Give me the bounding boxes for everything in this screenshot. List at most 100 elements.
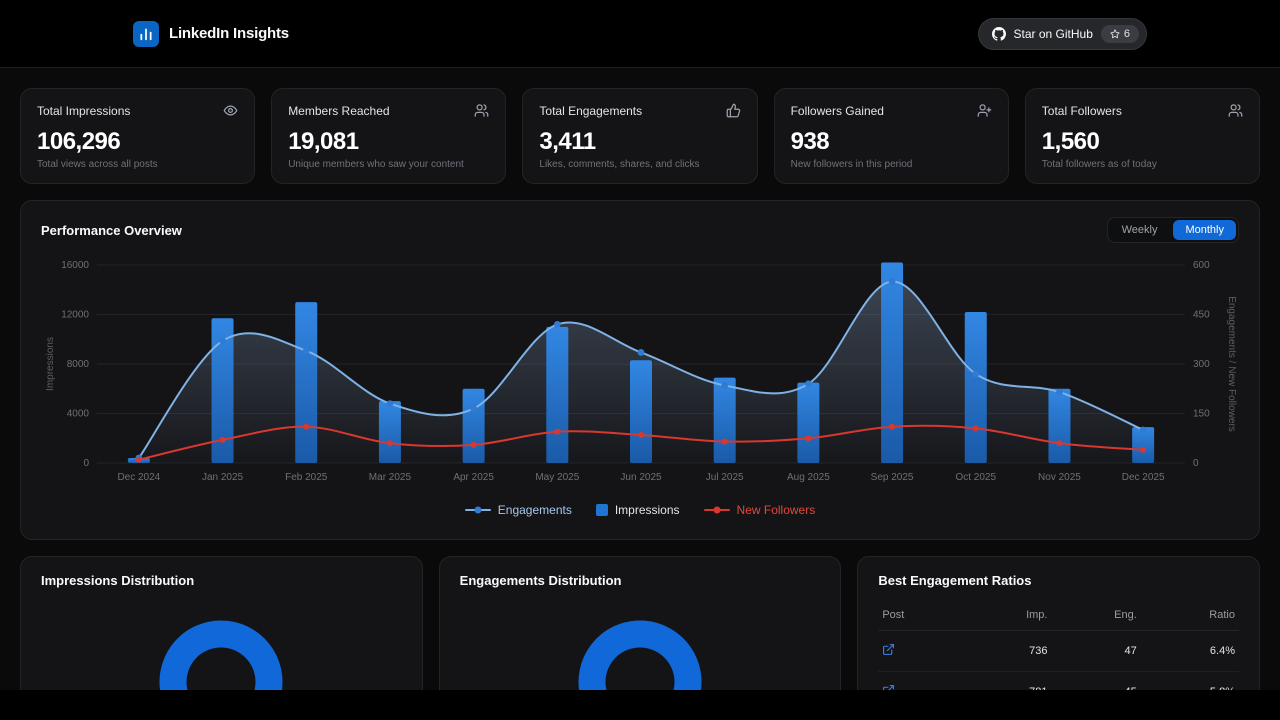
svg-text:8000: 8000 <box>67 359 90 370</box>
svg-text:450: 450 <box>1193 310 1210 321</box>
stat-title: Total Engagements <box>539 103 643 118</box>
table-row: 736 47 6.4% <box>878 630 1239 672</box>
stat-title: Members Reached <box>288 103 390 118</box>
stat-card-members-reached: Members Reached 19,081 Unique members wh… <box>271 88 507 184</box>
impressions-distribution-title: Impressions Distribution <box>41 573 195 588</box>
svg-text:Dec 2024: Dec 2024 <box>117 472 160 483</box>
cell-ratio: 6.4% <box>1140 630 1239 672</box>
legend-engagements[interactable]: Engagements <box>464 503 572 517</box>
github-star-count-badge: 6 <box>1100 24 1139 43</box>
brand: LinkedIn Insights <box>133 20 289 47</box>
svg-text:Nov 2025: Nov 2025 <box>1038 472 1081 483</box>
table-header-row: Post Imp. Eng. Ratio <box>878 600 1239 631</box>
best-engagement-ratios-card: Best Engagement Ratios Post Imp. Eng. Ra… <box>857 556 1260 690</box>
stat-subtitle: Unique members who saw your content <box>288 159 464 170</box>
cell-engagements: 47 <box>1051 630 1141 672</box>
svg-text:May 2025: May 2025 <box>535 472 579 483</box>
impressions-distribution-card: Impressions Distribution <box>20 556 423 690</box>
column-header-eng: Eng. <box>1051 600 1141 631</box>
engagements-distribution-card: Engagements Distribution <box>438 556 842 690</box>
svg-text:16000: 16000 <box>61 260 89 271</box>
star-icon <box>1110 28 1120 38</box>
engagements-distribution-title: Engagements Distribution <box>459 573 622 588</box>
svg-text:Jun 2025: Jun 2025 <box>620 472 662 483</box>
best-engagement-ratios-title: Best Engagement Ratios <box>878 573 1032 588</box>
engagements-donut-chart <box>578 620 702 690</box>
bottom-row: Impressions Distribution Engagements Dis… <box>20 556 1260 690</box>
svg-text:300: 300 <box>1193 359 1210 370</box>
legend-label: New Followers <box>736 503 816 517</box>
weekly-toggle-button[interactable]: Weekly <box>1110 220 1170 240</box>
svg-text:600: 600 <box>1193 260 1210 271</box>
svg-text:4000: 4000 <box>67 409 90 420</box>
engagements-line-marker <box>464 506 491 515</box>
performance-overview-title: Performance Overview <box>41 222 182 238</box>
svg-text:12000: 12000 <box>61 310 89 321</box>
performance-overview-card: Performance Overview Weekly Monthly 0 400… <box>20 200 1260 540</box>
star-count: 6 <box>1123 27 1130 40</box>
cell-ratio: 5.8% <box>1140 671 1239 690</box>
stat-subtitle: Likes, comments, shares, and clicks <box>539 159 700 170</box>
app-window: LinkedIn Insights Star on GitHub 6 <box>0 0 1280 690</box>
stat-card-followers-gained: Followers Gained 938 New followers in th… <box>773 88 1009 184</box>
thumbs-up-icon <box>726 103 741 118</box>
cell-engagements: 45 <box>1051 671 1141 690</box>
svg-text:150: 150 <box>1193 409 1210 420</box>
external-link-icon[interactable] <box>882 643 895 656</box>
svg-text:Feb 2025: Feb 2025 <box>285 472 328 483</box>
table-row: 781 45 5.8% <box>878 671 1239 690</box>
eye-icon <box>223 103 238 118</box>
github-button-label: Star on GitHub <box>1013 26 1093 41</box>
svg-text:0: 0 <box>83 458 89 469</box>
legend-impressions[interactable]: Impressions <box>595 503 680 517</box>
column-header-post: Post <box>878 600 966 631</box>
svg-text:Engagements / New Followers: Engagements / New Followers <box>1226 296 1237 432</box>
users-icon <box>1228 103 1243 118</box>
new-followers-line-marker <box>703 506 730 515</box>
header: LinkedIn Insights Star on GitHub 6 <box>0 0 1280 68</box>
legend-label: Engagements <box>497 503 572 517</box>
column-header-ratio: Ratio <box>1140 600 1239 631</box>
svg-text:Aug 2025: Aug 2025 <box>787 472 830 483</box>
stat-card-total-followers: Total Followers 1,560 Total followers as… <box>1024 88 1260 184</box>
stat-value: 19,081 <box>288 128 359 155</box>
star-on-github-button[interactable]: Star on GitHub 6 <box>977 17 1147 50</box>
svg-text:Impressions: Impressions <box>45 337 56 391</box>
stats-row: Total Impressions 106,296 Total views ac… <box>20 88 1260 184</box>
best-ratios-table: Post Imp. Eng. Ratio 736 <box>878 600 1239 690</box>
performance-chart: 0 4000 8000 12000 16000 0 150 300 450 600 Dec 2024… <box>45 260 1237 483</box>
impressions-donut-chart <box>159 620 283 690</box>
column-header-imp: Imp. <box>965 600 1052 631</box>
stat-value: 106,296 <box>37 128 121 155</box>
cell-impressions: 781 <box>965 671 1052 690</box>
svg-text:Oct 2025: Oct 2025 <box>955 472 996 483</box>
legend-new-followers[interactable]: New Followers <box>703 503 816 517</box>
chart-legend: Engagements Impressions New Followers <box>41 503 1239 517</box>
svg-text:Dec 2025: Dec 2025 <box>1122 472 1165 483</box>
stat-title: Total Followers <box>1041 103 1122 118</box>
github-icon <box>991 26 1006 41</box>
svg-text:Jul 2025: Jul 2025 <box>706 472 744 483</box>
stat-subtitle: Total views across all posts <box>37 159 158 170</box>
svg-text:Apr 2025: Apr 2025 <box>453 472 494 483</box>
stat-title: Total Impressions <box>37 103 131 118</box>
app-logo-icon <box>133 20 159 47</box>
cell-impressions: 736 <box>965 630 1052 672</box>
impressions-square-marker <box>595 504 608 516</box>
stat-card-total-impressions: Total Impressions 106,296 Total views ac… <box>20 88 256 184</box>
stat-subtitle: Total followers as of today <box>1041 159 1157 170</box>
stat-subtitle: New followers in this period <box>790 159 913 170</box>
stat-value: 3,411 <box>539 128 596 155</box>
svg-text:0: 0 <box>1193 458 1199 469</box>
stat-value: 1,560 <box>1041 128 1100 155</box>
stat-card-total-engagements: Total Engagements 3,411 Likes, comments,… <box>522 88 758 184</box>
user-plus-icon <box>977 103 992 118</box>
stat-value: 938 <box>790 128 830 155</box>
svg-text:Mar 2025: Mar 2025 <box>369 472 412 483</box>
period-toggle-group: Weekly Monthly <box>1106 217 1239 243</box>
monthly-toggle-button[interactable]: Monthly <box>1173 220 1236 240</box>
app-title: LinkedIn Insights <box>169 25 289 42</box>
svg-text:Sep 2025: Sep 2025 <box>871 472 914 483</box>
external-link-icon[interactable] <box>882 684 895 690</box>
